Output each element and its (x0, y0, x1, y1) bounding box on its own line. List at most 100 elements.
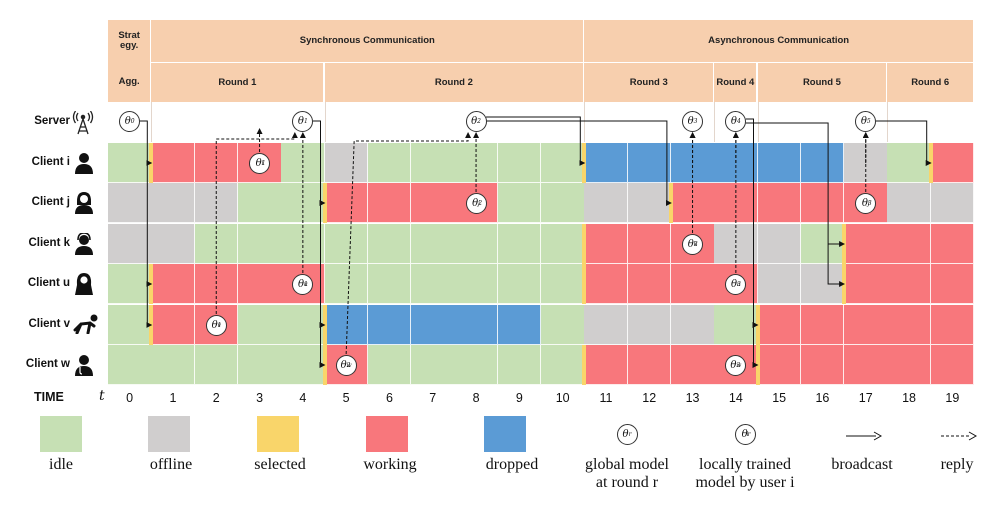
state-cell-working (930, 305, 975, 345)
selected-mark (582, 264, 587, 304)
model-user: w (736, 361, 742, 369)
broadcast-arrow (486, 120, 672, 206)
state-cell-working (887, 305, 932, 345)
state-cell-offline (108, 224, 152, 264)
model-round: 3 (693, 240, 698, 248)
selected-mark (582, 224, 587, 264)
model-round: 3 (737, 280, 741, 288)
round-separator (151, 102, 153, 142)
state-cell-idle (237, 224, 282, 264)
broadcast-arrow (745, 122, 846, 287)
model-symbol: θ (730, 278, 737, 290)
time-axis-label: TIME (34, 390, 64, 404)
legend-label-global: global model at round r (562, 456, 692, 492)
model-symbol: θ (730, 359, 737, 371)
state-cell-idle (541, 305, 585, 345)
state-cell-working (627, 264, 672, 304)
round-header: Round 1 (151, 62, 325, 102)
state-cell-idle (108, 305, 152, 345)
state-cell-idle (454, 264, 499, 304)
model-symbol: θ (687, 238, 694, 250)
async-header: Asynchronous Communication (584, 20, 974, 62)
model-user: j (867, 199, 870, 207)
legend-label-line: at round r (595, 474, 659, 491)
legend-label-line: locally trained (699, 456, 791, 473)
model-symbol: θ (861, 197, 868, 209)
state-cell-working (151, 305, 195, 345)
round-header: Round 3 (584, 62, 715, 102)
state-cell-working (887, 345, 932, 385)
model-round: 4 (736, 117, 741, 125)
state-cell-working (930, 345, 975, 385)
model-symbol: θ (687, 115, 694, 127)
model-round: 1 (217, 321, 222, 329)
state-cell-working (584, 345, 628, 385)
row-label-k: Client k (28, 237, 70, 249)
legend-broadcast-arrow (846, 431, 883, 441)
server-row (108, 102, 974, 142)
model-symbol: θ (211, 319, 218, 331)
legend-label-selected: selected (215, 456, 345, 474)
round-separator (887, 102, 889, 142)
state-cell-idle (367, 264, 412, 304)
model-symbol: θ (472, 197, 479, 209)
time-tick: 12 (642, 391, 657, 405)
state-cell-working (670, 264, 715, 304)
legend-label-idle: idle (0, 456, 126, 474)
model-symbol: θ (297, 115, 304, 127)
state-cell-idle (237, 345, 282, 385)
time-tick: 13 (685, 391, 700, 405)
model-round: 1 (303, 117, 308, 125)
model-user: u (736, 280, 741, 288)
broadcast-arrow (745, 118, 759, 368)
row-label-i: Client i (31, 156, 70, 168)
state-cell-working (930, 143, 975, 183)
time-tick: 10 (555, 391, 570, 405)
model-round: 3 (693, 117, 698, 125)
state-cell-idle (541, 143, 585, 183)
state-cell-dropped (584, 143, 628, 183)
state-cell-working (800, 183, 845, 223)
time-tick: 3 (256, 391, 264, 405)
model-symbol: θ (860, 115, 867, 127)
state-cell-dropped (627, 143, 672, 183)
state-cell-working (324, 183, 369, 223)
model-user: u (303, 280, 308, 288)
model-round: 1 (304, 280, 308, 288)
state-cell-working (584, 224, 628, 264)
legend-swatch-dropped (484, 416, 526, 452)
time-tick: 7 (429, 391, 437, 405)
legend-label-line: global model (585, 456, 669, 473)
model-symbol: θ (471, 115, 478, 127)
legend-label-line: offline (149, 456, 193, 473)
state-cell-idle (541, 224, 585, 264)
legend-label-line: broadcast (831, 456, 893, 473)
state-cell-idle (887, 143, 932, 183)
model-round: 2 (346, 361, 351, 369)
state-cell-idle (454, 224, 499, 264)
state-cell-idle (237, 183, 282, 223)
round-separator (324, 102, 326, 142)
legend-label-offline: offline (106, 456, 236, 474)
legend-reply-arrow (941, 431, 978, 441)
sync-header: Synchronous Communication (151, 20, 585, 62)
time-tick: 15 (772, 391, 787, 405)
state-cell-idle (497, 224, 542, 264)
legend-label-reply: reply (892, 456, 1006, 474)
state-cell-idle (281, 305, 325, 345)
state-cell-working (237, 264, 282, 304)
time-tick: 16 (815, 391, 830, 405)
model-symbol: θ (255, 157, 262, 169)
row-label-w: Client w (25, 358, 70, 370)
model-user: i (261, 159, 264, 167)
time-tick: 1 (169, 391, 177, 405)
